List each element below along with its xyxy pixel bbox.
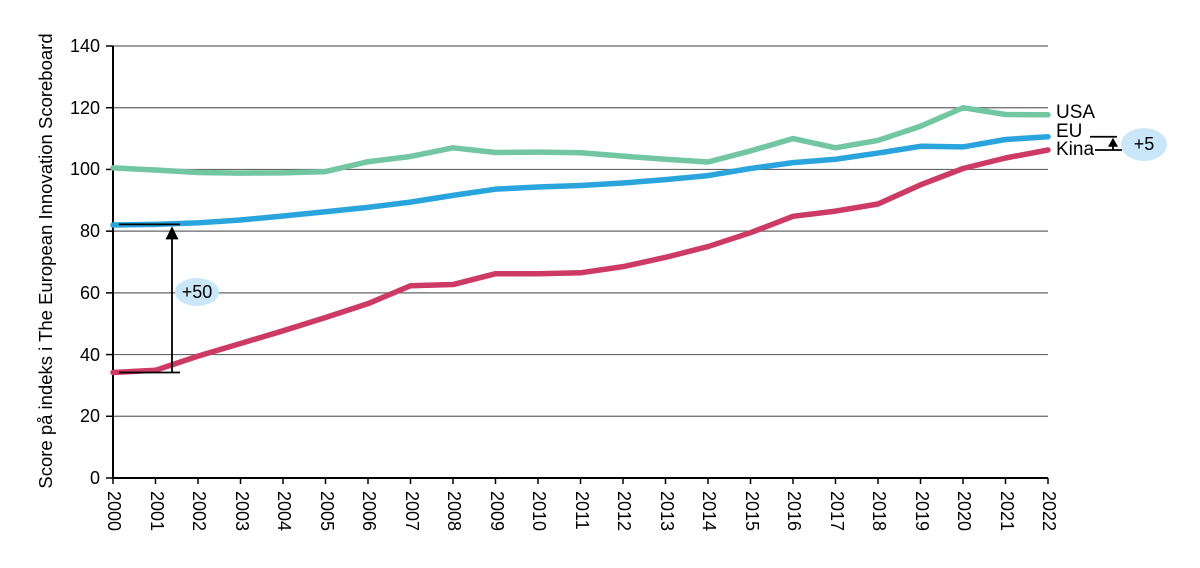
legend-label-kina: Kina bbox=[1056, 138, 1095, 160]
x-tick-label-2012: 2012 bbox=[614, 491, 634, 532]
legend-label-usa: USA bbox=[1056, 101, 1096, 123]
y-tick-label-120: 120 bbox=[69, 97, 100, 118]
x-tick-label-2016: 2016 bbox=[784, 491, 804, 532]
y-tick-label-20: 20 bbox=[79, 406, 100, 427]
x-tick-label-2010: 2010 bbox=[529, 491, 549, 532]
x-tick-label-2007: 2007 bbox=[401, 491, 422, 532]
y-tick-label-0: 0 bbox=[89, 468, 100, 488]
x-tick-label-2020: 2020 bbox=[954, 491, 974, 532]
y-tick-label-140: 140 bbox=[69, 36, 100, 56]
y-tick-label-60: 60 bbox=[79, 282, 100, 303]
x-tick-label-2017: 2017 bbox=[826, 491, 847, 532]
x-tick-label-2015: 2015 bbox=[741, 491, 762, 532]
x-tick-label-2019: 2019 bbox=[911, 491, 932, 532]
legend-label-eu: EU bbox=[1056, 120, 1083, 142]
x-tick-label-2005: 2005 bbox=[316, 491, 337, 532]
series-line-eu bbox=[110, 133, 1051, 228]
x-tick-label-2001: 2001 bbox=[146, 491, 167, 532]
x-tick-label-2006: 2006 bbox=[359, 491, 379, 532]
annotation-arrowhead bbox=[165, 226, 179, 240]
x-tick-label-2003: 2003 bbox=[231, 491, 252, 532]
y-tick-label-100: 100 bbox=[69, 159, 100, 180]
x-tick-label-2011: 2011 bbox=[571, 491, 592, 530]
x-tick-label-2014: 2014 bbox=[699, 491, 719, 532]
series-line-kina bbox=[110, 147, 1051, 376]
x-tick-label-2021: 2021 bbox=[996, 491, 1017, 532]
y-tick-label-40: 40 bbox=[79, 344, 100, 365]
annotation-badge-plus50: +50 bbox=[175, 278, 219, 306]
x-tick-label-2002: 2002 bbox=[189, 491, 209, 532]
x-tick-label-2004: 2004 bbox=[274, 491, 294, 532]
y-tick-label-80: 80 bbox=[79, 221, 100, 242]
x-tick-label-2009: 2009 bbox=[486, 491, 507, 532]
x-tick-label-2018: 2018 bbox=[869, 491, 889, 532]
annotation-arrowhead bbox=[1108, 137, 1118, 147]
x-tick-label-2008: 2008 bbox=[444, 491, 464, 532]
x-tick-label-2022: 2022 bbox=[1039, 491, 1059, 532]
x-tick-label-2000: 2000 bbox=[104, 491, 124, 532]
y-axis-title: Score på indeks i The European Innovatio… bbox=[35, 33, 56, 489]
series-line-usa bbox=[110, 104, 1051, 176]
x-tick-label-2013: 2013 bbox=[656, 491, 677, 532]
annotation-badge-plus5: +5 bbox=[1121, 128, 1167, 161]
